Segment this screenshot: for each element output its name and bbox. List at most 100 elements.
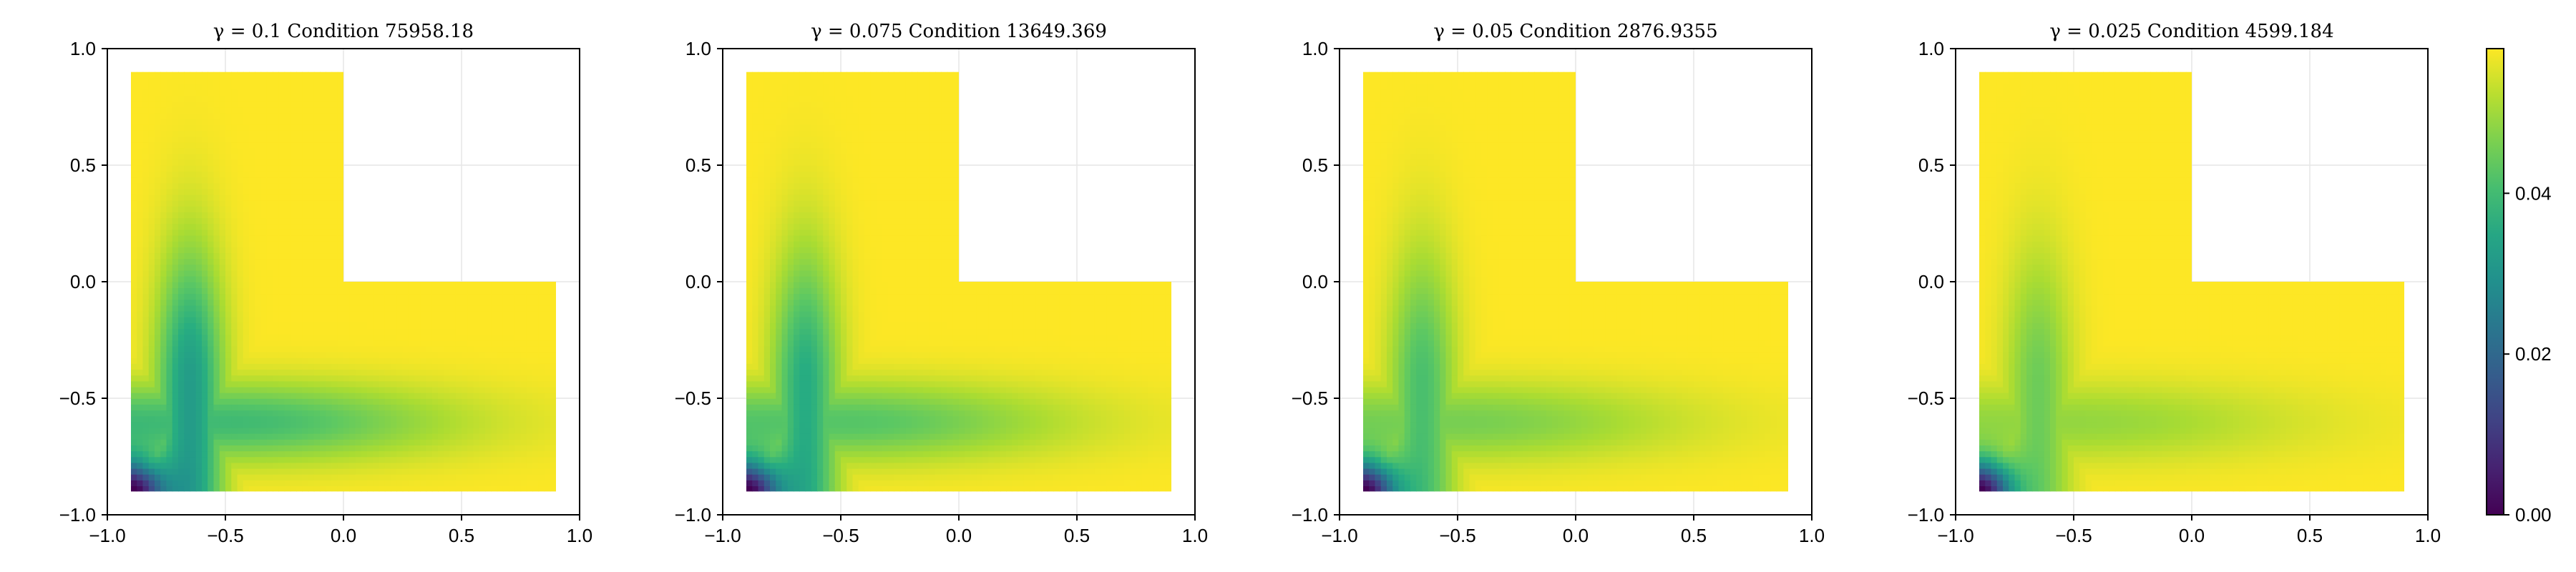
heatmap-cell (260, 124, 268, 131)
heatmap-cell (160, 275, 167, 282)
heatmap-cell (823, 287, 830, 295)
heatmap-cell (438, 439, 445, 445)
heatmap-cell (509, 328, 516, 335)
heatmap-cell (195, 235, 203, 242)
heatmap-cell (805, 188, 812, 195)
heatmap-cell (219, 450, 226, 458)
heatmap-cell (231, 462, 238, 469)
heatmap-cell (225, 72, 233, 79)
heatmap-cell (237, 421, 244, 428)
heatmap-cell (758, 468, 765, 475)
heatmap-cell (444, 427, 451, 434)
heatmap-cell (538, 380, 545, 388)
heatmap-cell (823, 427, 830, 434)
heatmap-cell (284, 363, 291, 370)
heatmap-cell (384, 363, 391, 370)
heatmap-cell (776, 101, 783, 108)
heatmap-cell (160, 392, 167, 399)
heatmap-cell (455, 287, 462, 295)
heatmap-cell (823, 229, 830, 236)
heatmap-cell (829, 153, 836, 160)
heatmap-cell (794, 206, 801, 212)
heatmap-cell (799, 240, 806, 247)
heatmap-cell (202, 380, 209, 388)
heatmap-cell (166, 142, 173, 149)
heatmap-cell (438, 427, 445, 434)
heatmap-cell (155, 229, 162, 236)
heatmap-cell (485, 473, 492, 480)
heatmap-cell (479, 462, 486, 469)
heatmap-cell (467, 427, 474, 434)
heatmap-cell (249, 72, 256, 79)
heatmap-cell (137, 165, 144, 172)
heatmap-cell (373, 445, 380, 452)
heatmap-cell (213, 107, 220, 114)
heatmap-cell (255, 118, 262, 125)
heatmap-cell (208, 445, 215, 452)
heatmap-cell (249, 159, 256, 166)
heatmap-cell (444, 468, 451, 475)
heatmap-cell (231, 386, 238, 393)
heatmap-cell (255, 159, 262, 166)
heatmap-cell (343, 462, 351, 469)
heatmap-cell (787, 270, 794, 277)
heatmap-cell (290, 287, 297, 295)
heatmap-cell (313, 345, 321, 352)
heatmap-cell (308, 275, 315, 282)
heatmap-cell (467, 357, 474, 364)
heatmap-cell (811, 124, 818, 131)
heatmap-cell (331, 480, 338, 487)
heatmap-cell (195, 299, 203, 306)
heatmap-cell (758, 270, 765, 277)
heatmap-cell (208, 386, 215, 393)
heatmap-cell (160, 165, 167, 172)
heatmap-cell (402, 398, 409, 405)
heatmap-cell (520, 310, 527, 317)
heatmap-cell (823, 171, 830, 178)
heatmap-cell (131, 351, 138, 358)
heatmap-cell (829, 375, 836, 382)
heatmap-cell (781, 112, 789, 119)
heatmap-cell (190, 380, 197, 388)
heatmap-cell (550, 369, 556, 376)
heatmap-cell (243, 322, 250, 329)
heatmap-cell (420, 415, 427, 423)
heatmap-cell (485, 410, 492, 417)
heatmap-cell (532, 287, 540, 295)
heatmap-cell (266, 188, 273, 195)
heatmap-cell (811, 293, 818, 300)
heatmap-cell (361, 282, 368, 288)
heatmap-cell (148, 468, 155, 475)
heatmap-cell (331, 177, 338, 184)
heatmap-cell (426, 299, 433, 306)
heatmap-cell (502, 351, 509, 358)
heatmap-cell (509, 287, 516, 295)
heatmap-cell (794, 247, 801, 254)
heatmap-cell (462, 410, 469, 417)
heatmap-cell (231, 130, 238, 137)
heatmap-cell (184, 375, 191, 382)
heatmap-cell (160, 240, 167, 247)
heatmap-cell (237, 177, 244, 184)
heatmap-cell (462, 357, 469, 364)
heatmap-cell (811, 188, 818, 195)
heatmap-cell (172, 171, 179, 178)
heatmap-cell (284, 421, 291, 428)
heatmap-cell (260, 130, 268, 137)
heatmap-cell (219, 375, 226, 382)
heatmap-cell (426, 433, 433, 440)
heatmap-cell (178, 235, 185, 242)
heatmap-cell (431, 415, 439, 423)
heatmap-cell (355, 468, 362, 475)
heatmap-cell (455, 293, 462, 300)
heatmap-cell (155, 369, 162, 376)
heatmap-cell (781, 153, 789, 160)
heatmap-cell (326, 415, 333, 423)
heatmap-cell (787, 153, 794, 160)
heatmap-cell (455, 433, 462, 440)
heatmap-cell (776, 485, 783, 492)
heatmap-cell (308, 421, 315, 428)
heatmap-cell (384, 468, 391, 475)
heatmap-cell (361, 328, 368, 335)
heatmap-cell (142, 293, 150, 300)
